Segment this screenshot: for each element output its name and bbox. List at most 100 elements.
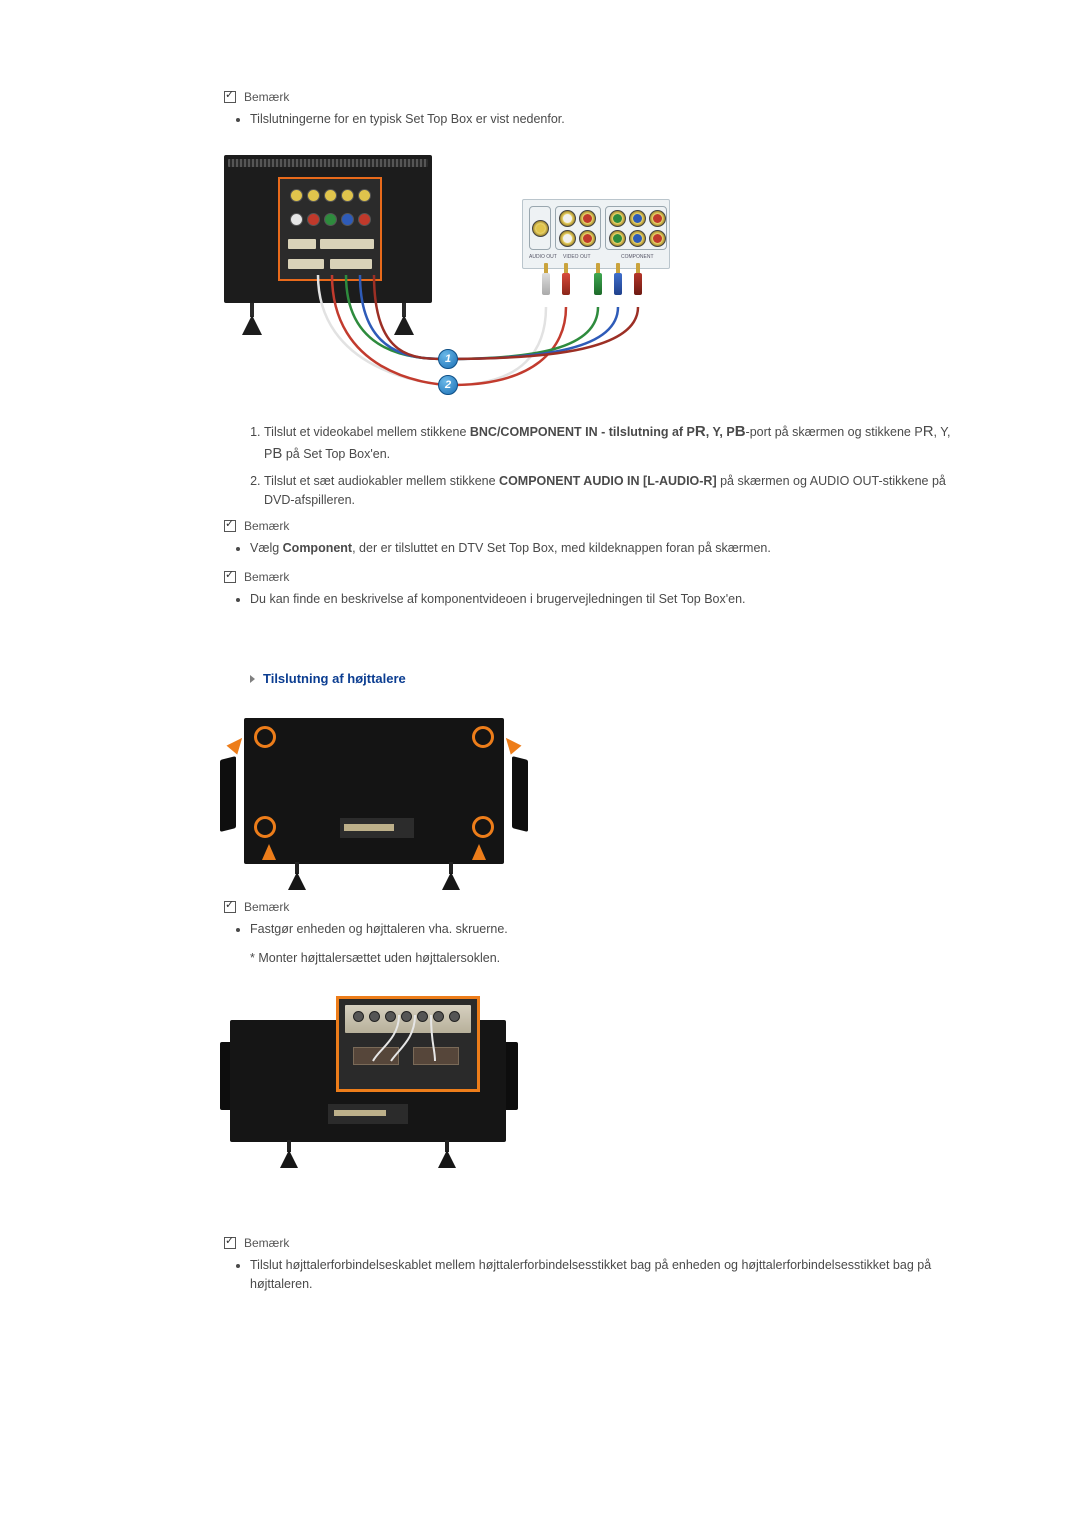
tv-stand <box>280 1140 298 1168</box>
tv-back <box>224 155 432 303</box>
text: COMPONENT AUDIO IN [L-AUDIO-R] <box>499 474 717 488</box>
tv-connector-panel <box>278 177 382 281</box>
port <box>358 213 371 226</box>
note-row-4: Bemærk <box>224 898 964 916</box>
note-label: Bemærk <box>244 1234 289 1252</box>
arrow-icon <box>472 844 486 860</box>
note-label: Bemærk <box>244 568 289 586</box>
text: på Set Top Box'en. <box>282 447 390 461</box>
conn-label: AUDIO OUT <box>529 254 557 262</box>
label-strip <box>320 239 374 249</box>
check-icon <box>224 91 236 103</box>
jack <box>629 230 646 247</box>
step-1: Tilslut et videokabel mellem stikkene BN… <box>264 421 964 466</box>
jack <box>579 230 596 247</box>
check-icon <box>224 571 236 583</box>
port <box>341 213 354 226</box>
tv-trim <box>228 159 428 167</box>
arrow-icon <box>262 844 276 860</box>
jack-pr <box>649 210 666 227</box>
tv-stand <box>438 1140 456 1168</box>
figure-speaker-mounting <box>214 708 534 888</box>
bullet-list-5: Tilslut højttalerforbindelseskablet mell… <box>224 1256 964 1294</box>
tv-back <box>244 718 504 864</box>
text: Component <box>283 541 352 555</box>
badge-text: 2 <box>445 377 451 394</box>
note-row-3: Bemærk <box>224 568 964 586</box>
check-icon <box>224 901 236 913</box>
port-row <box>290 189 371 202</box>
port <box>290 213 303 226</box>
label-strip <box>288 239 316 249</box>
bullet-item: Du kan finde en beskrivelse af komponent… <box>250 590 964 609</box>
jack-audio-out <box>532 220 549 237</box>
chevron-right-icon <box>250 675 255 683</box>
subnote: * Monter højttalersættet uden højttalers… <box>250 949 964 968</box>
bullet-item: Vælg Component, der er tilsluttet en DTV… <box>250 539 964 558</box>
figure-component-connection: AUDIO OUT VIDEO OUT COMPONENT <box>224 149 676 401</box>
port <box>358 189 371 202</box>
callout-badge-1: 1 <box>438 349 458 369</box>
check-icon <box>224 520 236 532</box>
port-row <box>290 213 371 226</box>
jack <box>649 230 666 247</box>
figure-speaker-cable <box>218 984 518 1174</box>
text: Vælg <box>250 541 283 555</box>
rca-plug-red <box>560 273 572 307</box>
port <box>307 189 320 202</box>
steps-list: Tilslut et videokabel mellem stikkene BN… <box>250 421 964 510</box>
settopbox-connector-panel: AUDIO OUT VIDEO OUT COMPONENT <box>522 199 670 269</box>
text: , Y, P <box>706 425 735 439</box>
bullet-item: Tilslut højttalerforbindelseskablet mell… <box>250 1256 964 1294</box>
badge-text: 1 <box>445 351 451 368</box>
label-strip <box>288 259 324 269</box>
check-icon <box>224 1237 236 1249</box>
tv-stand <box>394 303 414 335</box>
callout-badge-2: 2 <box>438 375 458 395</box>
text: R <box>695 423 706 440</box>
speaker-left <box>220 756 236 832</box>
note-row-1: Bemærk <box>224 88 964 106</box>
text: Tilslut et sæt audiokabler mellem stikke… <box>264 474 499 488</box>
text: BNC/COMPONENT IN - tilslutning af P <box>470 425 695 439</box>
port <box>324 213 337 226</box>
speaker-right <box>512 756 528 832</box>
rca-plug-blue <box>612 273 624 307</box>
bullet-item: Tilslutningerne for en typisk Set Top Bo… <box>250 110 964 129</box>
jack-r <box>579 210 596 227</box>
note-row-5: Bemærk <box>224 1234 964 1252</box>
port <box>290 189 303 202</box>
note-row-2: Bemærk <box>224 517 964 535</box>
tv-stand <box>442 862 460 890</box>
port <box>341 189 354 202</box>
label-strip <box>330 259 372 269</box>
zoom-callout <box>336 996 480 1092</box>
conn-label: COMPONENT <box>621 254 654 262</box>
content-column: Bemærk Tilslutningerne for en typisk Set… <box>224 88 964 1293</box>
bullet-list-2: Vælg Component, der er tilsluttet en DTV… <box>224 539 964 558</box>
note-label: Bemærk <box>244 88 289 106</box>
section-title: Tilslutning af højttalere <box>263 669 406 689</box>
note-label: Bemærk <box>244 898 289 916</box>
bullet-list-3: Du kan finde en beskrivelse af komponent… <box>224 590 964 609</box>
port <box>307 213 320 226</box>
page: Bemærk Tilslutningerne for en typisk Set… <box>0 0 1080 1528</box>
tv-stand <box>242 303 262 335</box>
step-2: Tilslut et sæt audiokabler mellem stikke… <box>264 472 964 510</box>
jack <box>609 230 626 247</box>
bullet-list-4: Fastgør enheden og højttaleren vha. skru… <box>224 920 964 939</box>
text: B <box>272 445 282 462</box>
jack-y <box>609 210 626 227</box>
text: -port på skærmen og stikkene P <box>746 425 923 439</box>
zoom-wires <box>339 999 639 1149</box>
jack-pb <box>629 210 646 227</box>
tv-stand <box>288 862 306 890</box>
bullet-item: Fastgør enheden og højttaleren vha. skru… <box>250 920 964 939</box>
jack <box>559 230 576 247</box>
note-label: Bemærk <box>244 517 289 535</box>
jack-l <box>559 210 576 227</box>
section-title-row: Tilslutning af højttalere <box>250 669 964 689</box>
text: Tilslut et videokabel mellem stikkene <box>264 425 470 439</box>
bullet-list-1: Tilslutningerne for en typisk Set Top Bo… <box>224 110 964 129</box>
conn-label: VIDEO OUT <box>563 254 591 262</box>
